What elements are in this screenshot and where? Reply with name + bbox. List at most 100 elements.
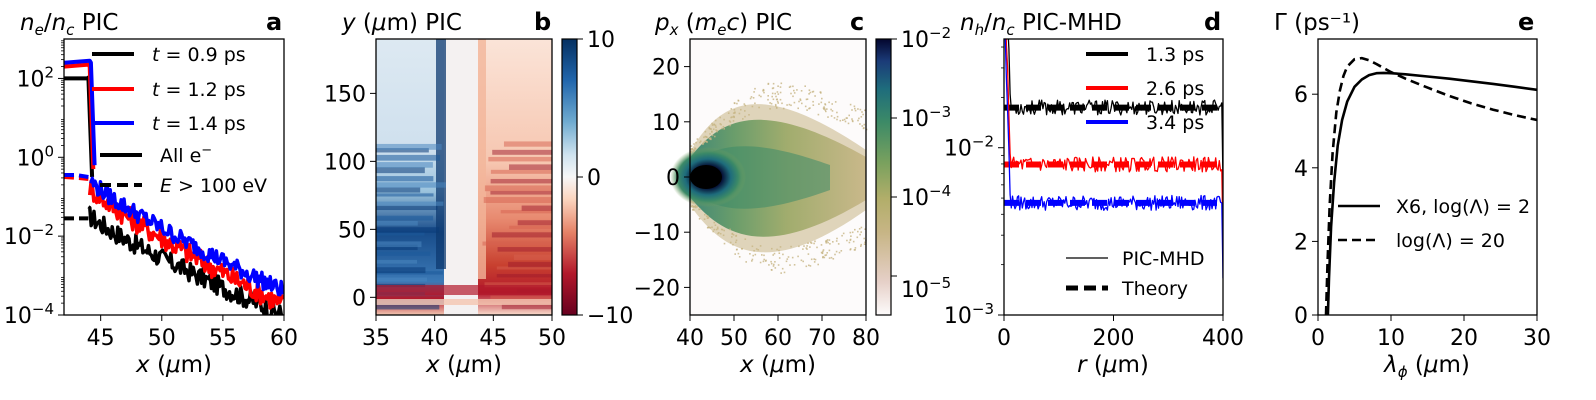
panel-d-letter: d bbox=[1204, 8, 1221, 36]
panel-e-xlabel: λϕ (μm) bbox=[1382, 352, 1470, 381]
panel-e-ticks: 0 10 20 30 0 2 4 6 bbox=[1294, 83, 1551, 351]
panel-d-xtick-label-2: 400 bbox=[1202, 326, 1244, 351]
panel-b-ticks: 35 40 45 50 0 50 100 150 bbox=[324, 82, 566, 351]
panel-d: nh/nc PIC-MHD d 0 200 400 10−2 10−3 r (μm) 1… bbox=[944, 8, 1244, 378]
panel-c-xtick-label-4: 80 bbox=[852, 326, 880, 351]
panel-c-ytick-label-2: 0 bbox=[666, 166, 680, 191]
panel-b-xtick-label-1: 40 bbox=[421, 326, 449, 351]
legend-label-lambda20: log(Λ) = 20 bbox=[1396, 230, 1505, 252]
legend-label-26ps: 2.6 ps bbox=[1146, 78, 1204, 100]
panel-a-tail-2 bbox=[89, 176, 284, 297]
panel-b-ytick-label-3: 150 bbox=[324, 82, 366, 107]
panel-e-ytick-label-2: 4 bbox=[1294, 157, 1308, 182]
panel-b-frame bbox=[375, 38, 553, 316]
panel-d-ticks: 0 200 400 10−2 10−3 bbox=[944, 46, 1244, 351]
panel-c-xtick-label-0: 40 bbox=[676, 326, 704, 351]
panel-a-legend: t = 0.9 ps t = 1.2 ps t = 1.4 ps All e− … bbox=[92, 44, 267, 197]
legend-label-e100: E > 100 eV bbox=[160, 175, 267, 197]
legend-label-13ps: 1.3 ps bbox=[1146, 44, 1204, 66]
legend-label-all: All e− bbox=[160, 143, 212, 167]
panel-d-plot-area bbox=[1004, 39, 1223, 279]
panel-c-title: px (mec) PIC bbox=[654, 10, 792, 39]
panel-b-colorbar: 10 0 −10 bbox=[561, 28, 633, 329]
panel-e-xtick-label-3: 30 bbox=[1523, 326, 1551, 351]
panel-c-xlabel: x (μm) bbox=[739, 352, 816, 378]
panel-a-plot-area bbox=[64, 58, 284, 315]
panel-e-plot-area bbox=[1324, 56, 1537, 315]
panel-b-xtick-label-2: 45 bbox=[479, 326, 507, 351]
panel-a-tail-1 bbox=[87, 179, 284, 310]
legend-label-picmhd: PIC-MHD bbox=[1122, 248, 1205, 270]
panel-a-ytick-label-3: 10−4 bbox=[4, 300, 54, 329]
panel-a-tail-0 bbox=[87, 205, 284, 315]
panel-c-ytick-label-4: −20 bbox=[634, 276, 680, 301]
panel-d-title: nh/nc PIC-MHD bbox=[960, 10, 1122, 39]
panel-e-series-0 bbox=[1326, 71, 1537, 315]
panel-c-cb-tick-4: 10−5 bbox=[901, 274, 951, 303]
panel-a-ytick-label-1: 100 bbox=[16, 142, 54, 171]
panel-b-stripes bbox=[376, 141, 552, 310]
panel-c: px (mec) PIC c 40 50 60 70 80 20 10 0 −10 −20 x (… bbox=[634, 8, 952, 378]
panel-a-letter: a bbox=[266, 8, 282, 36]
panel-c-xtick-label-3: 70 bbox=[808, 326, 836, 351]
legend-label-theory: Theory bbox=[1121, 278, 1188, 300]
panel-d-ytick-label-0: 10−2 bbox=[944, 133, 994, 162]
panel-e-ytick-label-1: 2 bbox=[1294, 230, 1308, 255]
panel-b-cb-tick-top: 10 bbox=[587, 28, 615, 53]
panel-d-xlabel: r (μm) bbox=[1077, 352, 1149, 378]
panel-c-xtick-label-1: 50 bbox=[720, 326, 748, 351]
legend-label-x6: X6, log(Λ) = 2 bbox=[1396, 196, 1530, 218]
panel-e-letter: e bbox=[1518, 8, 1534, 36]
panel-c-colorbar: 10−2 10−3 10−4 10−5 bbox=[875, 24, 951, 316]
panel-b-xtick-label-0: 35 bbox=[362, 326, 390, 351]
panel-c-ytick-label-1: 10 bbox=[652, 111, 680, 136]
panel-b-xtick-label-3: 50 bbox=[538, 326, 566, 351]
panel-c-cb-tick-1: 10−2 bbox=[901, 24, 951, 53]
panel-d-legend-bottom: PIC-MHD Theory bbox=[1066, 248, 1205, 300]
panel-b-cb-tick-bot: −10 bbox=[587, 304, 633, 329]
panel-d-xtick-label-1: 200 bbox=[1093, 326, 1135, 351]
panel-a-title: ne/nc PIC bbox=[20, 10, 118, 39]
panel-e-legend: X6, log(Λ) = 2 log(Λ) = 20 bbox=[1338, 196, 1530, 252]
legend-label-t14: t = 1.4 ps bbox=[152, 113, 246, 135]
panel-e-ytick-label-0: 0 bbox=[1294, 304, 1308, 329]
panel-d-xtick-label-0: 0 bbox=[997, 326, 1011, 351]
panel-c-ticks: 40 50 60 70 80 20 10 0 −10 −20 bbox=[634, 56, 880, 351]
panel-c-cb-tick-3: 10−4 bbox=[901, 182, 951, 211]
legend-label-34ps: 3.4 ps bbox=[1146, 112, 1204, 134]
legend-label-t09: t = 0.9 ps bbox=[152, 44, 246, 66]
panel-c-letter: c bbox=[850, 8, 864, 36]
panel-b-cb-tick-mid: 0 bbox=[587, 166, 601, 191]
panel-a-xtick-label-3: 60 bbox=[270, 326, 298, 351]
panel-e-xtick-label-1: 10 bbox=[1377, 326, 1405, 351]
panel-e-frame bbox=[1317, 38, 1538, 316]
panel-a-xlabel: x (μm) bbox=[135, 352, 212, 378]
panel-d-legend-top: 1.3 ps 2.6 ps 3.4 ps bbox=[1086, 44, 1204, 134]
panel-b-letter: b bbox=[534, 8, 551, 36]
panel-d-ytick-label-1: 10−3 bbox=[944, 300, 994, 329]
panel-b-ytick-label-1: 50 bbox=[338, 218, 366, 243]
panel-e-xtick-label-0: 0 bbox=[1311, 326, 1325, 351]
panel-c-phase-space bbox=[670, 82, 868, 274]
panel-a: ne/nc PIC a 45 50 55 60 102 100 10−2 10−4 x (μm… bbox=[4, 8, 298, 378]
panel-c-xtick-label-2: 60 bbox=[764, 326, 792, 351]
panel-e: Γ (ps⁻¹) e 0 10 20 30 0 2 4 6 λϕ (μm) X6, log(Λ… bbox=[1274, 8, 1551, 381]
panel-a-series-0 bbox=[64, 75, 95, 178]
panel-a-xtick-label-2: 55 bbox=[209, 326, 237, 351]
panel-c-ytick-label-0: 20 bbox=[652, 56, 680, 81]
panel-b-title: y (μm) PIC bbox=[341, 10, 462, 36]
panel-c-cb-tick-2: 10−3 bbox=[901, 103, 951, 132]
panel-a-series-5 bbox=[64, 173, 89, 179]
panel-b-ytick-label-0: 0 bbox=[352, 286, 366, 311]
panel-a-xtick-label-1: 50 bbox=[148, 326, 176, 351]
panel-a-series-4 bbox=[64, 175, 89, 181]
panel-a-xtick-label-0: 45 bbox=[87, 326, 115, 351]
panel-e-ytick-label-3: 6 bbox=[1294, 83, 1308, 108]
panel-a-frame bbox=[63, 38, 285, 316]
panel-b-ytick-label-2: 100 bbox=[324, 150, 366, 175]
panel-a-ytick-label-0: 102 bbox=[16, 63, 54, 92]
panel-b-xlabel: x (μm) bbox=[425, 352, 502, 378]
legend-label-t12: t = 1.2 ps bbox=[152, 79, 246, 101]
